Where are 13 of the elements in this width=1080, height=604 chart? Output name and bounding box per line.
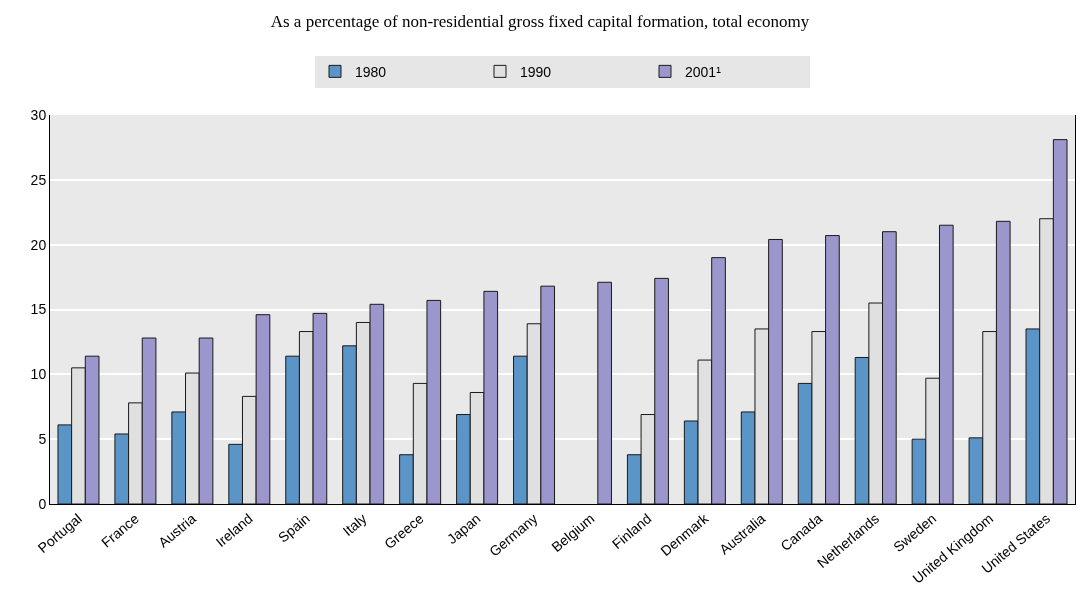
chart-title: As a percentage of non-residential gross fixed capital formation, total economy (270, 12, 810, 31)
y-tick-label: 25 (30, 171, 47, 188)
y-tick-label: 30 (30, 106, 47, 123)
y-tick-label: 15 (30, 301, 47, 318)
y-tick-label: 10 (30, 366, 47, 383)
bar (597, 281, 612, 504)
y-tick-label: 20 (30, 236, 47, 253)
legend-label: 1990 (520, 63, 552, 80)
legend-label: 2001¹ (685, 63, 722, 80)
y-tick-label: 5 (38, 431, 47, 448)
x-tick-label: Italy (339, 510, 370, 539)
legend-label: 1980 (355, 63, 387, 80)
y-tick-label: 0 (38, 495, 47, 512)
